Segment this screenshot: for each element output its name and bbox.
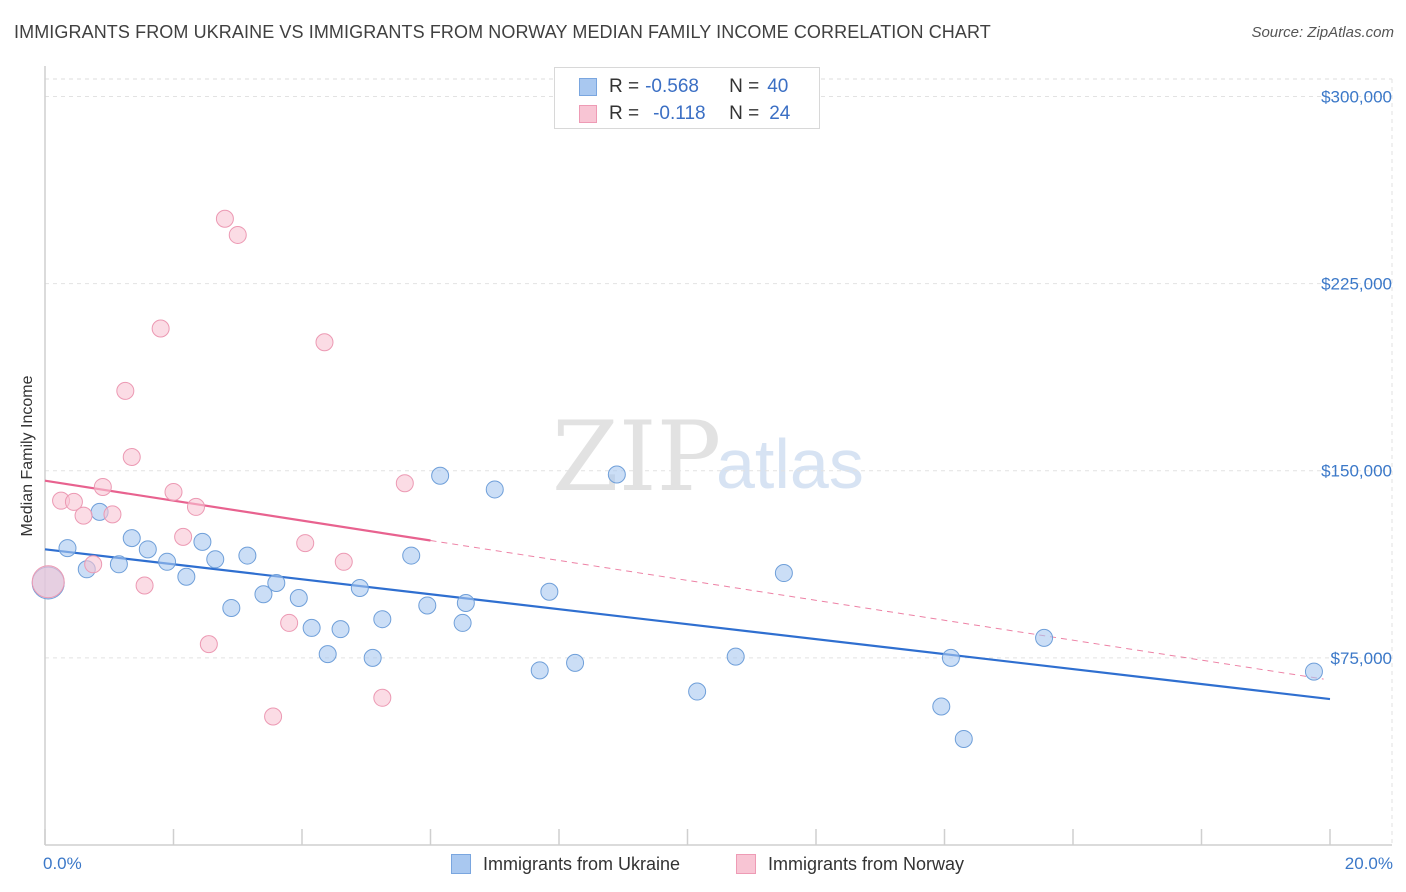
- norway-point: [174, 527, 193, 546]
- stats-n-label: N =: [729, 76, 760, 97]
- ukraine-point: [254, 585, 273, 604]
- legend-item-norway[interactable]: Immigrants from Norway: [736, 852, 964, 876]
- norway-point: [373, 688, 392, 707]
- ukraine-point: [331, 620, 350, 639]
- ukraine-point: [373, 610, 392, 629]
- norway-point: [199, 635, 218, 654]
- ukraine-point: [318, 645, 337, 664]
- norway-point: [280, 613, 299, 632]
- norway-point: [135, 576, 154, 595]
- y-tick-label: $150,000: [1321, 462, 1392, 481]
- ukraine-point: [726, 647, 745, 666]
- ukraine-point: [158, 552, 177, 571]
- ukraine-point: [456, 593, 475, 612]
- norway-point: [264, 707, 283, 726]
- stats-r-label: R =: [609, 76, 640, 97]
- ukraine-point: [193, 532, 212, 551]
- stats-n-value: 24: [769, 103, 791, 124]
- ukraine-point: [138, 540, 157, 559]
- norway-point: [228, 225, 247, 244]
- stats-swatch-norway: [579, 105, 597, 123]
- ukraine-point: [453, 613, 472, 632]
- trend-lines: [44, 479, 1331, 701]
- norway-point: [116, 381, 135, 400]
- data-points: [31, 209, 1323, 748]
- ukraine-point: [289, 588, 308, 607]
- norway-point: [103, 505, 122, 524]
- ukraine-point: [58, 539, 77, 558]
- ukraine-point: [1035, 628, 1054, 647]
- norway-point: [93, 477, 112, 496]
- ukraine-point: [109, 555, 128, 574]
- norway-point: [31, 565, 65, 599]
- norway-point: [296, 534, 315, 553]
- y-tick-label: $300,000: [1321, 87, 1392, 106]
- ukraine-point: [607, 465, 626, 484]
- norway-point: [395, 474, 414, 493]
- correlation-stats-box: R = -0.568 N = 40 R = -0.118 N = 24: [554, 67, 820, 129]
- stats-r-label: R =: [609, 103, 640, 124]
- ukraine-point: [485, 480, 504, 499]
- ukraine-point: [238, 546, 257, 565]
- ukraine-point: [363, 648, 382, 667]
- stats-n-label: N =: [729, 103, 760, 124]
- y-tick-label: $75,000: [1331, 649, 1392, 668]
- ukraine-point: [540, 582, 559, 601]
- watermark-atlas: atlas: [716, 425, 864, 503]
- chart-title: IMMIGRANTS FROM UKRAINE VS IMMIGRANTS FR…: [14, 22, 991, 42]
- stats-n-value: 40: [767, 76, 789, 97]
- legend-swatch-norway: [736, 854, 756, 874]
- ukraine-point: [688, 682, 707, 701]
- legend-item-ukraine[interactable]: Immigrants from Ukraine: [451, 852, 680, 876]
- stats-swatch-ukraine: [579, 78, 597, 96]
- ukraine-point: [222, 598, 241, 617]
- ukraine-point: [431, 466, 450, 485]
- norway-point: [334, 552, 353, 571]
- ukraine-point: [177, 567, 196, 586]
- norway-point: [84, 555, 103, 574]
- axes: [44, 66, 1392, 846]
- ukraine-point: [206, 550, 225, 569]
- norway-point: [315, 333, 334, 352]
- ukraine-point: [566, 653, 585, 672]
- ukraine-point: [267, 574, 286, 593]
- y-tick-label: $225,000: [1321, 275, 1392, 294]
- norway-trend-line-extension: [430, 540, 1324, 680]
- ukraine-point: [350, 579, 369, 598]
- source-credit: Source: ZipAtlas.com: [1251, 24, 1394, 41]
- norway-point: [74, 506, 93, 525]
- stats-row-ukraine: R = -0.568 N = 40: [579, 75, 788, 99]
- norway-point: [164, 482, 183, 501]
- legend-swatch-ukraine: [451, 854, 471, 874]
- ukraine-point: [530, 661, 549, 680]
- tick-labels: $75,000 $150,000 $225,000 $300,000 0.0% 20.0%: [43, 87, 1393, 873]
- x-tick-label: 20.0%: [1345, 854, 1393, 873]
- ukraine-trend-line: [44, 548, 1331, 701]
- ukraine-point: [941, 648, 960, 667]
- ukraine-point: [932, 697, 951, 716]
- norway-point: [122, 448, 141, 467]
- ukraine-point: [774, 564, 793, 583]
- norway-point: [215, 209, 234, 228]
- stats-row-norway: R = -0.118 N = 24: [579, 102, 790, 126]
- legend-label-norway: Immigrants from Norway: [768, 853, 965, 874]
- ukraine-point: [402, 546, 421, 565]
- stats-r-value: -0.568: [645, 76, 699, 97]
- ukraine-point: [954, 729, 973, 748]
- legend-label-ukraine: Immigrants from Ukraine: [483, 853, 681, 874]
- norway-point: [186, 497, 205, 516]
- norway-point: [64, 492, 83, 511]
- ukraine-point: [302, 618, 321, 637]
- ukraine-point: [122, 529, 141, 548]
- ukraine-point: [1304, 662, 1323, 681]
- x-tick-label: 0.0%: [43, 854, 82, 873]
- norway-point: [151, 319, 170, 338]
- stats-r-value: -0.118: [653, 103, 706, 124]
- watermark-zip: ZIP: [552, 401, 721, 513]
- ukraine-point: [418, 596, 437, 615]
